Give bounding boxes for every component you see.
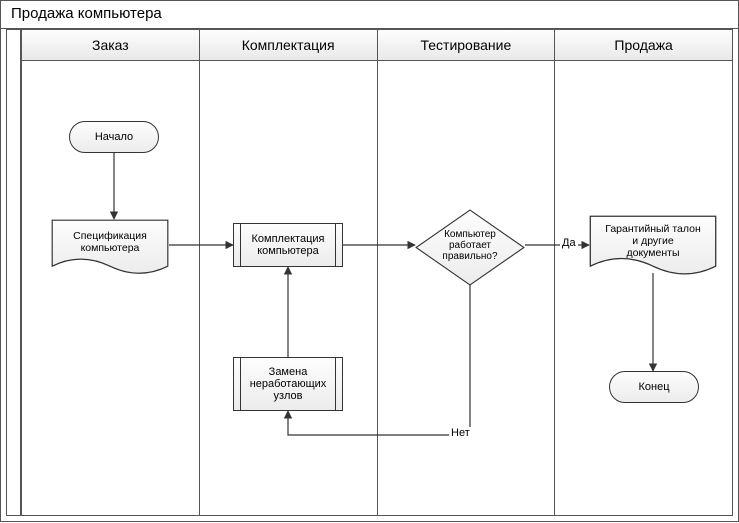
node-spec: Спецификация компьютера (51, 219, 169, 271)
lane-headers: Заказ Комплектация Тестирование Продажа (21, 29, 733, 61)
node-assembly: Комплектация компьютера (233, 223, 343, 267)
lane-test (378, 61, 556, 515)
node-end: Конец (609, 371, 699, 403)
lane-assemble (200, 61, 378, 515)
node-assembly-label: Комплектация компьютера (252, 233, 325, 257)
node-warranty: Гарантийный талон и другие документы (589, 215, 717, 273)
lane-header-test: Тестирование (378, 30, 556, 60)
lane-sale (555, 61, 733, 515)
lane-header-assemble: Комплектация (200, 30, 378, 60)
node-replace: Замена неработающих узлов (233, 357, 343, 411)
node-warranty-label: Гарантийный талон и другие документы (605, 223, 701, 259)
node-end-label: Конец (638, 381, 669, 393)
node-replace-label: Замена неработающих узлов (250, 366, 327, 402)
pool-sidebar (6, 29, 21, 516)
lane-header-order: Заказ (22, 30, 200, 60)
node-start: Начало (69, 121, 159, 153)
edge-label-e4: Да (560, 237, 578, 249)
node-spec-label: Спецификация компьютера (73, 230, 147, 254)
node-decision-label: Компьютер работает правильно? (442, 229, 497, 262)
node-start-label: Начало (95, 131, 133, 143)
node-decision: Компьютер работает правильно? (415, 209, 525, 281)
edge-label-e5: Нет (449, 427, 472, 439)
diagram-title: Продажа компьютера (1, 1, 738, 29)
swimlane-diagram: Продажа компьютера Заказ Комплектация Те… (0, 0, 739, 522)
lane-header-sale: Продажа (555, 30, 733, 60)
